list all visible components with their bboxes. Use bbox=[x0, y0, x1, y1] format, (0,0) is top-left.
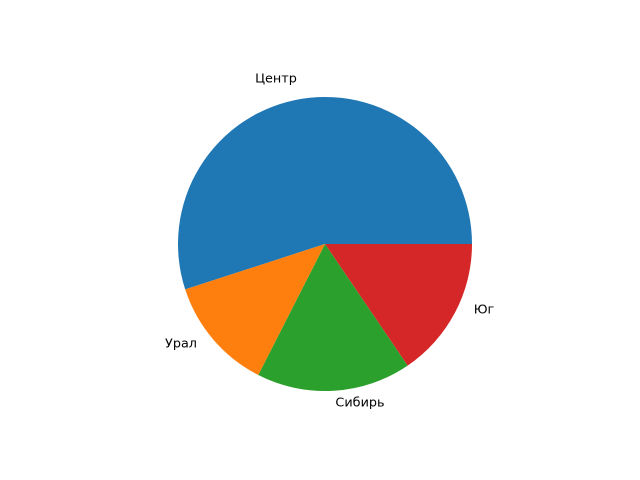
pie-wedge-group bbox=[178, 96, 473, 392]
pie-wedge-3[interactable] bbox=[258, 244, 408, 392]
pie-slice-label-2: Юг bbox=[473, 302, 495, 318]
pie-wedge-2[interactable] bbox=[325, 244, 472, 366]
pie-slice-label-1: Центр bbox=[255, 71, 297, 87]
pie-wedge-1[interactable] bbox=[178, 96, 473, 290]
pie-wedge-4[interactable] bbox=[185, 244, 325, 375]
pie-slice-label-3: Сибирь bbox=[335, 395, 385, 411]
pie-slice-label-4: Урал bbox=[165, 336, 197, 352]
